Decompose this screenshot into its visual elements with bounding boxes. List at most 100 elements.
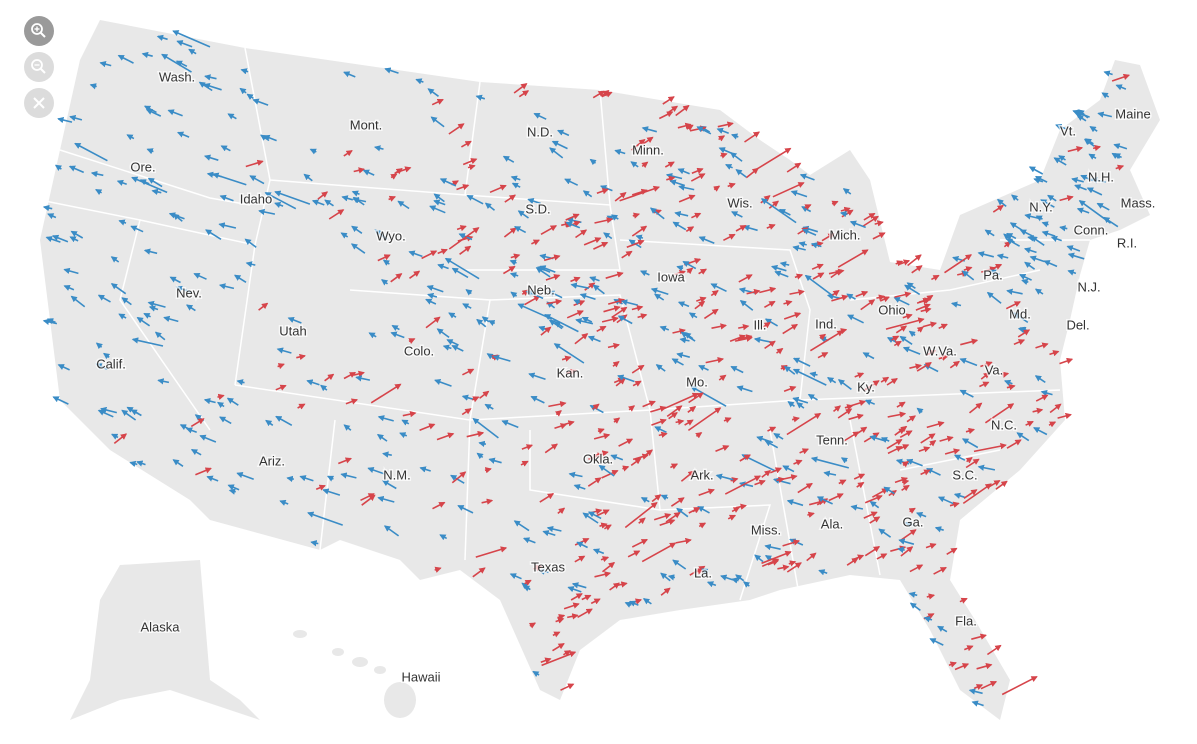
- shift-arrow: [596, 325, 607, 333]
- shift-arrow: [711, 323, 727, 330]
- shift-arrow: [688, 312, 698, 319]
- alaska: [70, 560, 260, 720]
- state-label: Ind.: [815, 316, 837, 331]
- state-label: Miss.: [751, 522, 781, 537]
- shift-arrow: [653, 513, 672, 521]
- shift-arrow: [567, 613, 579, 620]
- zoom-in-button[interactable]: [24, 16, 54, 46]
- shift-arrow: [640, 496, 650, 504]
- shift-arrow: [754, 554, 764, 563]
- shift-arrow: [716, 127, 729, 134]
- shift-arrow: [929, 638, 944, 646]
- shift-arrow: [456, 184, 470, 191]
- shift-arrow: [696, 296, 707, 303]
- shift-arrow: [725, 163, 733, 170]
- shift-arrow: [823, 470, 837, 477]
- shift-arrow: [587, 511, 602, 520]
- shift-arrow: [540, 326, 552, 336]
- shift-arrow: [738, 481, 754, 488]
- shift-arrow: [654, 426, 667, 434]
- shift-arrow: [782, 539, 801, 547]
- shift-arrow: [557, 614, 566, 621]
- shift-arrow: [1016, 432, 1030, 442]
- shift-arrow: [853, 473, 866, 480]
- shift-arrow: [840, 457, 849, 464]
- shift-arrow: [121, 409, 137, 421]
- shift-arrow: [830, 269, 843, 279]
- shift-arrow: [513, 83, 528, 94]
- shift-arrow: [804, 204, 812, 211]
- shift-arrow: [686, 267, 694, 275]
- shift-arrow: [415, 78, 424, 85]
- shift-arrow: [601, 316, 619, 323]
- shift-arrow: [664, 161, 675, 168]
- shift-arrow: [710, 290, 719, 297]
- shift-arrow: [131, 337, 164, 347]
- shift-arrow: [484, 202, 495, 211]
- shift-arrow: [926, 593, 936, 600]
- shift-arrow: [651, 418, 667, 426]
- shift-arrow: [402, 410, 417, 418]
- shift-arrow: [557, 129, 570, 137]
- shift-arrow: [245, 159, 264, 168]
- shift-arrow: [761, 558, 780, 568]
- shift-arrow: [907, 254, 922, 267]
- shift-arrow: [782, 323, 799, 335]
- shift-arrow: [143, 248, 158, 255]
- reset-button[interactable]: [24, 88, 54, 118]
- shift-arrow: [937, 625, 948, 633]
- shift-arrow: [582, 190, 593, 198]
- shift-arrow: [527, 198, 541, 205]
- shift-arrow: [1041, 221, 1049, 228]
- shift-arrow: [604, 524, 612, 531]
- shift-arrow: [601, 469, 619, 479]
- shift-arrow: [677, 168, 690, 175]
- shift-arrow: [212, 172, 247, 186]
- shift-arrow: [139, 179, 150, 186]
- shift-arrow: [806, 552, 817, 562]
- shift-arrow: [583, 237, 602, 246]
- shift-arrow: [729, 334, 746, 342]
- shift-arrow: [110, 256, 120, 263]
- shift-arrow: [343, 371, 357, 380]
- shift-arrow: [111, 433, 119, 440]
- shift-arrow: [746, 288, 761, 296]
- shift-arrow: [916, 326, 924, 333]
- shift-arrow: [513, 520, 530, 532]
- shift-arrow: [592, 284, 605, 295]
- shift-arrow: [457, 504, 474, 514]
- shift-arrow: [995, 480, 1008, 490]
- shift-arrow: [548, 290, 563, 299]
- shift-arrow: [792, 368, 827, 386]
- shift-arrow: [352, 196, 365, 206]
- shift-arrow: [786, 162, 802, 173]
- shift-arrow: [688, 506, 701, 514]
- shift-arrow: [340, 472, 357, 479]
- shift-arrow: [909, 564, 924, 573]
- shift-arrow: [783, 385, 797, 393]
- shift-arrow: [933, 566, 947, 575]
- shift-arrow: [766, 223, 776, 230]
- shift-arrow: [764, 555, 773, 562]
- shift-arrow: [136, 316, 151, 327]
- shift-arrow: [717, 135, 726, 142]
- shift-arrow: [730, 365, 744, 374]
- shift-arrow: [885, 317, 925, 330]
- shift-arrow: [343, 424, 352, 431]
- shift-arrow: [894, 476, 909, 484]
- shift-arrow: [341, 195, 354, 202]
- shift-arrow: [713, 185, 721, 192]
- zoom-out-button[interactable]: [24, 52, 54, 82]
- shift-arrow: [792, 396, 809, 404]
- shift-arrow: [227, 113, 237, 120]
- shift-arrow: [1048, 421, 1057, 428]
- shift-arrow: [427, 292, 438, 300]
- shift-arrow: [204, 74, 217, 81]
- shift-arrow: [698, 522, 707, 529]
- shift-arrow: [70, 295, 86, 308]
- shift-arrow: [401, 419, 410, 426]
- shift-arrow: [736, 385, 753, 393]
- shift-arrow: [1067, 252, 1085, 260]
- shift-arrow: [1103, 70, 1113, 77]
- shift-arrow: [762, 321, 771, 329]
